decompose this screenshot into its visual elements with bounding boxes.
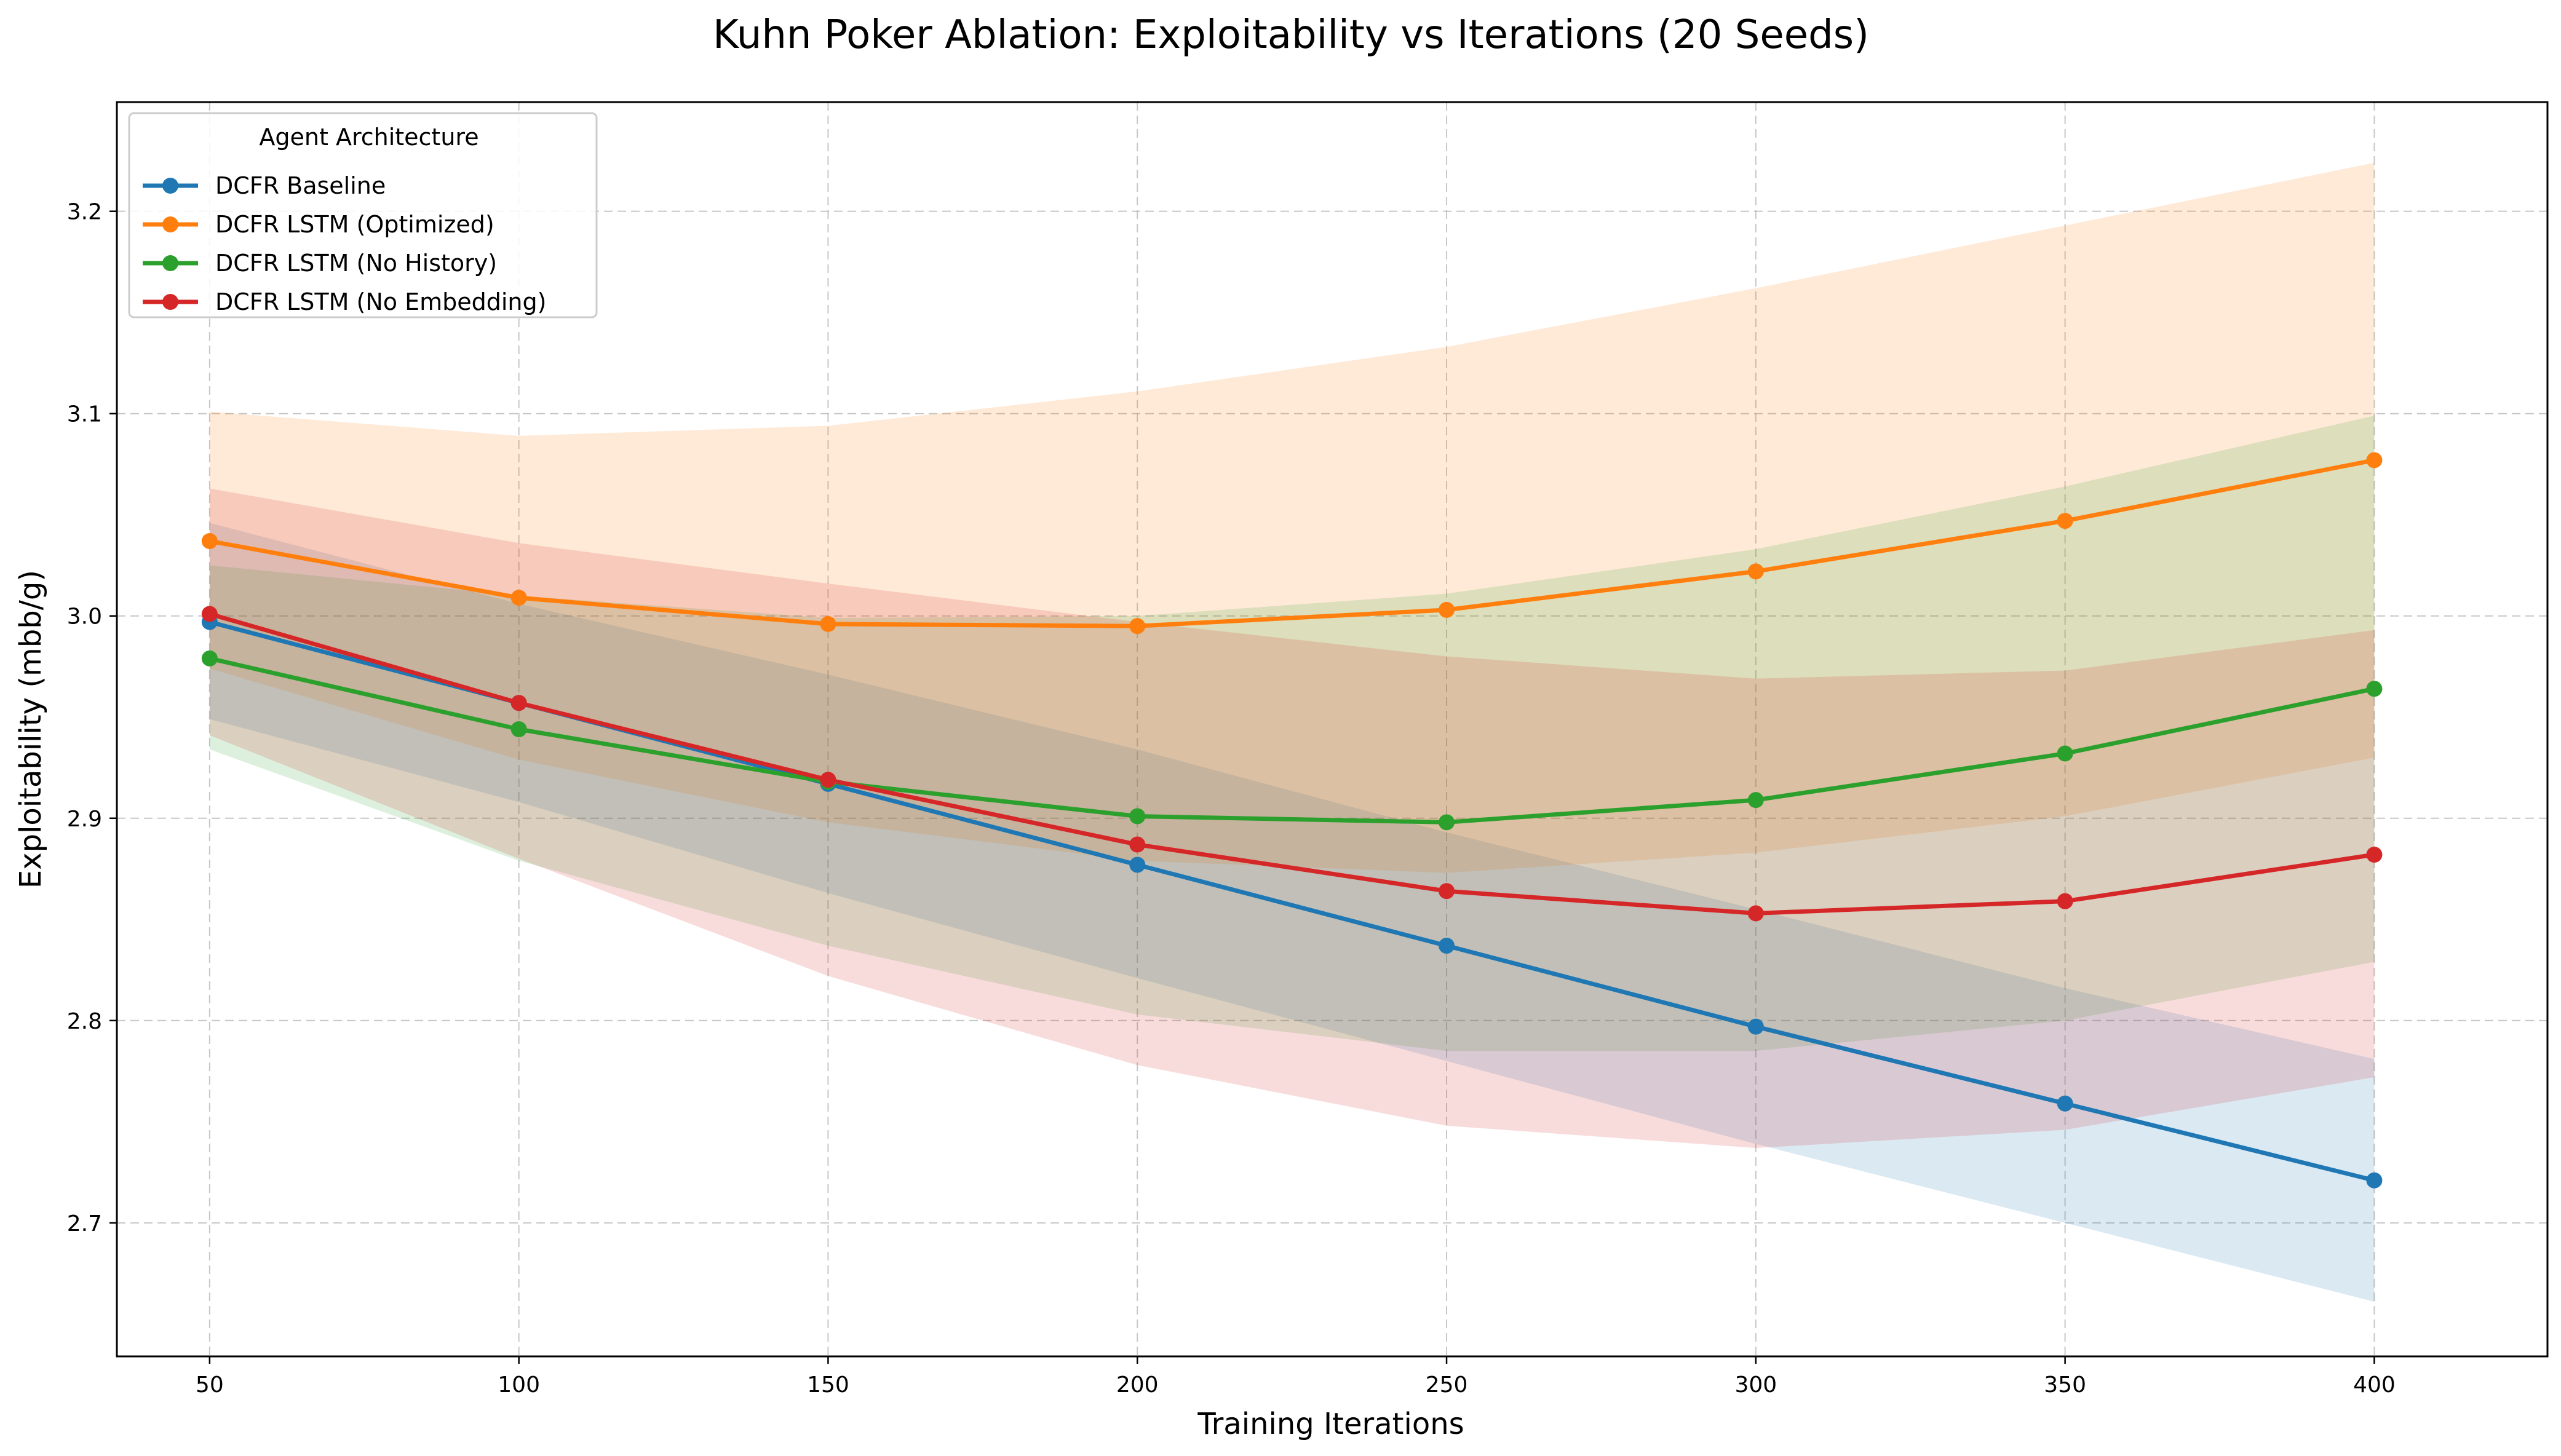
- confidence-band: [209, 162, 2375, 873]
- series-line: [207, 457, 2376, 628]
- y-tick-label: 2.8: [67, 1009, 102, 1034]
- x-tick-label: 250: [1426, 1372, 1468, 1398]
- y-tick-label: 2.9: [67, 807, 102, 832]
- data-point: [510, 590, 527, 606]
- y-tick-label: 2.7: [67, 1211, 102, 1236]
- legend-title: Agent Architecture: [259, 124, 478, 151]
- data-point: [820, 615, 836, 632]
- x-tick-label: 200: [1116, 1372, 1159, 1398]
- legend-items: DCFR Baseline DCFR LSTM (Optimized) DCFR L…: [143, 172, 546, 315]
- data-point: [2057, 893, 2073, 909]
- data-point: [510, 695, 527, 711]
- data-point: [1439, 938, 1455, 954]
- series-markers: [201, 452, 2383, 1189]
- data-point: [201, 606, 218, 622]
- y-axis-label: Exploitability (mbb/g): [14, 570, 48, 888]
- data-point: [1439, 601, 1455, 618]
- plot-frame: [116, 101, 2549, 1358]
- x-tick-label: 150: [807, 1372, 849, 1398]
- legend-swatch-marker: [162, 255, 178, 271]
- y-tick-label: 3.1: [67, 402, 102, 427]
- legend-label: DCFR LSTM (Optimized): [215, 211, 494, 238]
- y-axis-ticks: 2.7 2.8 2.9 3.0 3.1 3.2: [67, 200, 117, 1236]
- data-point: [1747, 1018, 1764, 1035]
- data-point: [2057, 513, 2073, 529]
- data-point: [201, 650, 218, 667]
- legend-swatch-marker: [162, 216, 178, 232]
- data-point: [1747, 905, 1764, 922]
- legend-swatch-marker: [162, 294, 178, 310]
- x-axis-ticks: 50 100 150 200 250 300 350 400: [196, 1356, 2396, 1398]
- data-point: [2057, 745, 2073, 762]
- data-point: [2366, 681, 2383, 697]
- x-tick-label: 100: [498, 1372, 540, 1398]
- legend: Agent Architecture DCFR Baseline DCFR LST…: [128, 112, 598, 318]
- x-tick-label: 300: [1734, 1372, 1777, 1398]
- x-tick-label: 350: [2044, 1372, 2086, 1398]
- x-tick-label: 50: [196, 1372, 224, 1398]
- data-point: [1439, 814, 1455, 831]
- data-point: [510, 721, 527, 737]
- confidence-band: [209, 523, 2375, 1302]
- series-line: [207, 656, 2376, 825]
- data-point: [1439, 883, 1455, 900]
- data-point: [2366, 847, 2383, 863]
- chart-title: Kuhn Poker Ablation: Exploitability vs I…: [713, 12, 1869, 58]
- x-axis-label: Training Iterations: [1197, 1407, 1464, 1441]
- data-point: [201, 533, 218, 549]
- data-point: [1747, 563, 1764, 580]
- data-point: [820, 772, 836, 788]
- x-tick-label: 400: [2353, 1372, 2396, 1398]
- legend-label: DCFR LSTM (No Embedding): [215, 288, 546, 315]
- data-point: [1129, 857, 1146, 873]
- data-point: [1129, 836, 1146, 853]
- data-point: [2366, 1172, 2383, 1189]
- legend-label: DCFR LSTM (No History): [215, 250, 497, 277]
- confidence-band: [209, 416, 2375, 1051]
- series-lines: [207, 457, 2376, 1183]
- data-point: [1747, 792, 1764, 809]
- data-point: [1129, 808, 1146, 825]
- legend-label: DCFR Baseline: [215, 172, 386, 199]
- legend-swatch-marker: [162, 178, 178, 194]
- y-tick-label: 3.2: [67, 200, 102, 225]
- y-tick-label: 3.0: [67, 604, 102, 630]
- data-point: [2366, 452, 2383, 469]
- data-point: [1129, 618, 1146, 635]
- legend-box: [128, 112, 598, 318]
- series-line: [207, 611, 2376, 916]
- data-point: [2057, 1095, 2073, 1112]
